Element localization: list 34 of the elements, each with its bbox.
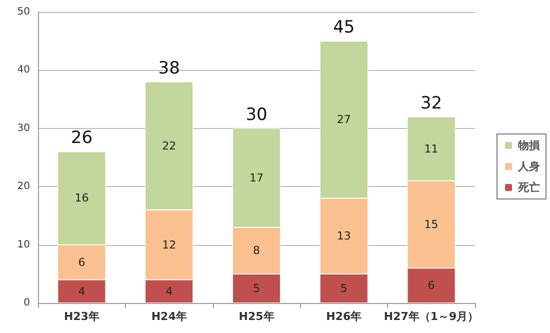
x-tick-label: H23年 [64,310,100,323]
data-label: 12 [162,238,176,252]
data-label: 6 [428,279,435,292]
data-label: 4 [78,284,86,298]
x-tick-label: H27年（1～9月） [384,310,479,323]
y-tick-label: 40 [17,64,30,76]
data-label: 27 [336,113,351,126]
total-label: 45 [333,18,355,38]
data-label: 16 [74,192,89,205]
data-label: 5 [340,282,348,295]
y-tick-label: 20 [17,181,30,192]
total-label: 32 [420,93,442,114]
y-tick-label: 10 [17,239,30,250]
data-label: 11 [424,142,438,156]
data-label: 22 [162,139,176,152]
y-tick-label: 0 [24,298,30,308]
data-label: 17 [250,171,264,184]
data-label: 6 [78,256,86,269]
data-label: 8 [253,244,260,258]
total-label: 26 [70,128,93,148]
legend-label: 死亡 [517,181,540,194]
total-label: 30 [246,104,268,125]
data-label: 13 [336,230,351,243]
data-label: 15 [424,218,438,231]
x-tick-label: H25年 [238,310,274,323]
x-tick-label: H24年 [151,310,187,323]
y-tick-label: 30 [17,122,30,134]
legend-label: 人身 [517,160,540,173]
legend-label: 物損 [517,139,540,152]
y-tick-label: 50 [17,6,30,18]
total-label: 38 [158,58,180,78]
x-tick-label: H26年 [326,310,362,323]
data-label: 4 [166,284,173,298]
data-label: 5 [253,282,260,295]
